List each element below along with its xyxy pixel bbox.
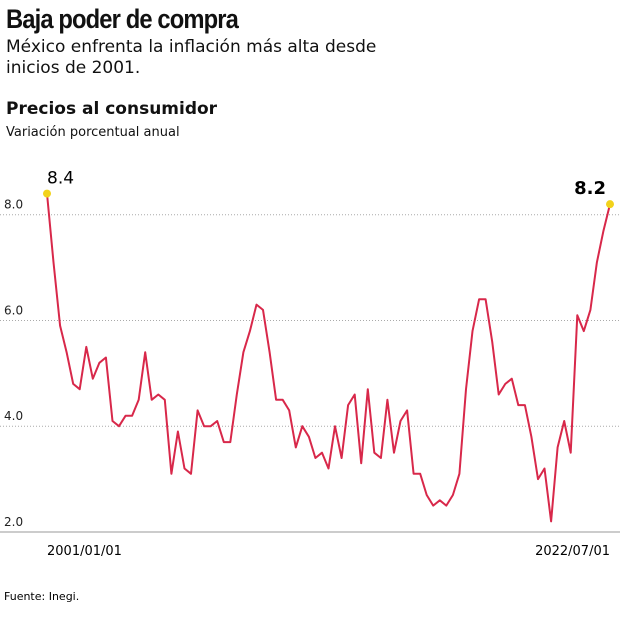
y-tick-label: 2.0 xyxy=(4,515,23,529)
line xyxy=(46,193,611,523)
subtitle: México enfrenta la inflación más alta de… xyxy=(6,37,377,78)
section-title: Precios al consumidor xyxy=(6,99,218,119)
data-label: 8.2 xyxy=(574,178,606,199)
data-label: 8.4 xyxy=(47,169,74,189)
y-tick-label: 6.0 xyxy=(4,303,23,317)
end-marker xyxy=(606,200,614,209)
end-marker xyxy=(43,189,51,198)
x-tick-label: 2022/07/01 xyxy=(535,544,610,559)
y-tick-label: 8.0 xyxy=(4,198,23,212)
title: Baja poder de compra xyxy=(6,4,239,34)
x-tick-label: 2001/01/01 xyxy=(47,544,122,559)
y-tick-label: 4.0 xyxy=(4,409,23,423)
header: Baja poder de compra México enfrenta la … xyxy=(6,4,386,140)
source: Fuente: Inegi. xyxy=(4,590,79,603)
y-label: Variación porcentual anual xyxy=(6,125,180,140)
